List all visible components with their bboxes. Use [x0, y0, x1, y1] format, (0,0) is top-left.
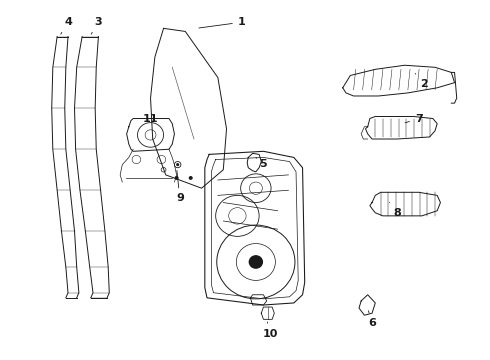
Text: 10: 10	[262, 322, 278, 339]
Circle shape	[249, 256, 262, 268]
Circle shape	[190, 177, 192, 179]
Text: 7: 7	[405, 113, 422, 123]
Text: 3: 3	[91, 17, 102, 34]
Text: 11: 11	[143, 113, 158, 123]
Text: 8: 8	[390, 203, 401, 218]
Text: 5: 5	[256, 157, 267, 168]
Text: 6: 6	[368, 311, 376, 328]
Text: 4: 4	[61, 17, 72, 34]
Circle shape	[175, 177, 178, 179]
Text: 9: 9	[176, 171, 184, 203]
Text: 2: 2	[415, 73, 428, 89]
Text: 1: 1	[199, 17, 245, 28]
Circle shape	[177, 164, 178, 166]
